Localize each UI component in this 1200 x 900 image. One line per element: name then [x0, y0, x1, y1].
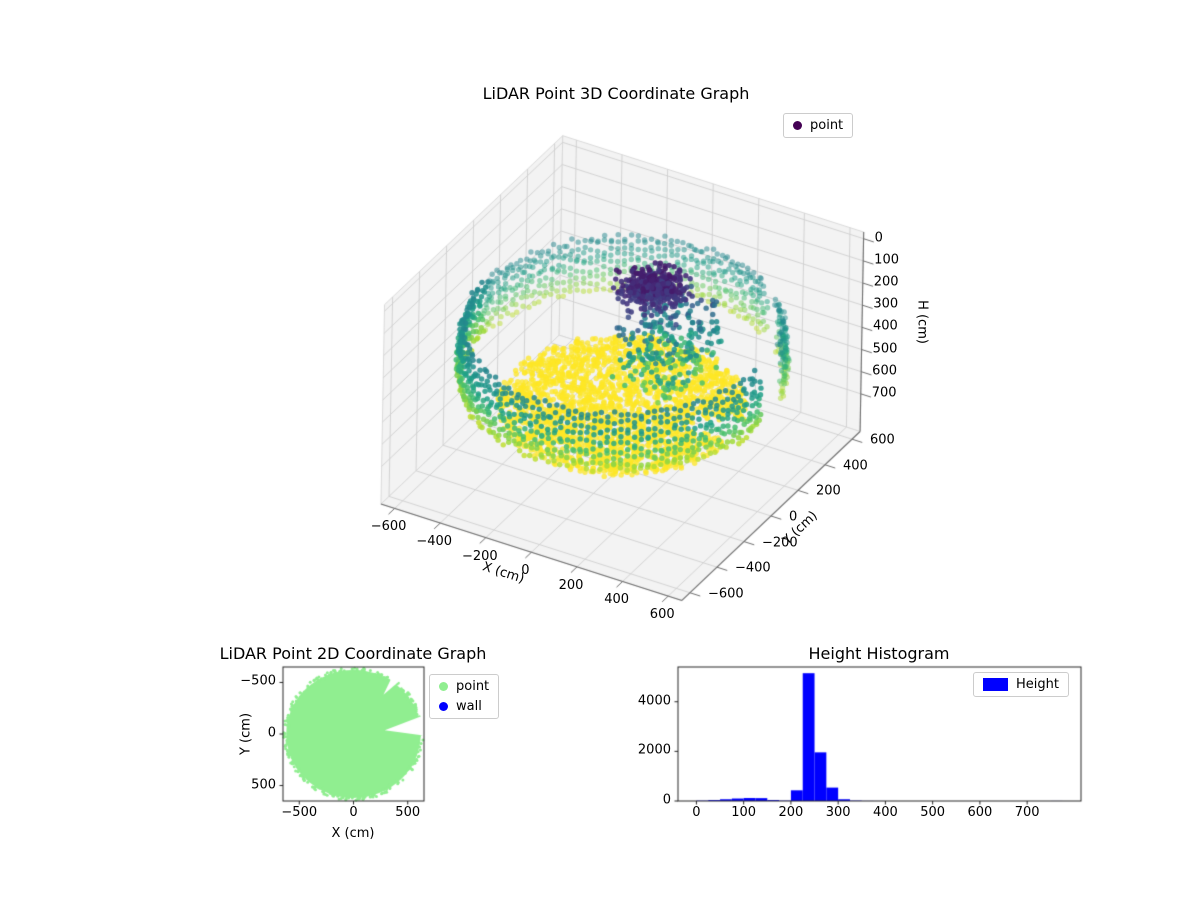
plot2d-x-axis-label: X (cm) — [331, 826, 375, 841]
legend-label-point: point — [456, 679, 490, 694]
tick-label: 200 — [558, 577, 584, 593]
tick-label: 500 — [395, 805, 421, 820]
legend-item-height: Height — [983, 677, 1059, 692]
plot3d-legend: point — [783, 113, 854, 138]
tick-label: 2000 — [637, 742, 671, 758]
tick-label: −500 — [281, 805, 318, 820]
tick-label: 600 — [967, 805, 993, 820]
tick-label: 300 — [825, 805, 851, 820]
tick-label: 500 — [251, 777, 276, 793]
tick-label: 100 — [731, 805, 757, 820]
plot3d-h-axis-label: H (cm) — [914, 300, 930, 344]
legend-label-point: point — [810, 118, 844, 133]
tick-label: 600 — [872, 363, 897, 379]
tick-label: 0 — [874, 230, 883, 246]
tick-label: −600 — [370, 519, 407, 535]
tick-label: −600 — [708, 586, 744, 602]
tick-label: 400 — [843, 458, 868, 474]
tick-label: 0 — [789, 509, 798, 525]
tick-label: 4000 — [637, 693, 671, 709]
tick-label: 400 — [604, 592, 630, 608]
tick-label: 200 — [778, 805, 804, 820]
tick-label: 600 — [870, 432, 895, 448]
tick-label: −200 — [762, 535, 798, 551]
plot2d-title: LiDAR Point 2D Coordinate Graph — [219, 644, 487, 663]
legend-item-wall: wall — [439, 699, 489, 714]
hist-title: Height Histogram — [808, 644, 950, 663]
tick-label: 400 — [872, 318, 898, 334]
tick-label: 0 — [692, 805, 701, 820]
tick-label: 400 — [872, 805, 898, 820]
legend-label-wall: wall — [456, 699, 482, 714]
tick-label: 700 — [871, 385, 897, 401]
tick-label: 0 — [662, 792, 671, 808]
legend-item-point: point — [439, 679, 489, 694]
legend-item-point: point — [793, 118, 843, 133]
tick-label: 600 — [649, 607, 675, 623]
plot2d-y-axis-label: Y (cm) — [238, 712, 254, 756]
point-marker-icon — [793, 121, 802, 130]
tick-label: 200 — [873, 274, 899, 290]
tick-label: 200 — [816, 483, 841, 499]
tick-label: 0 — [521, 563, 530, 579]
tick-label: 0 — [349, 805, 358, 820]
point-marker-icon — [439, 682, 448, 691]
wall-marker-icon — [439, 702, 448, 711]
plot3d-title: LiDAR Point 3D Coordinate Graph — [482, 84, 750, 103]
tick-label: 700 — [1014, 805, 1040, 820]
tick-label: 500 — [872, 341, 898, 357]
tick-label: −400 — [735, 560, 771, 576]
tick-label: 500 — [920, 805, 946, 820]
tick-label: 100 — [874, 252, 899, 268]
tick-label: 0 — [267, 725, 276, 741]
hist-legend: Height — [973, 672, 1069, 697]
tick-label: −400 — [416, 534, 453, 550]
height-bar-swatch-icon — [983, 678, 1008, 691]
tick-label: 300 — [873, 296, 899, 312]
tick-label: −500 — [240, 673, 276, 689]
plot2d-legend: point wall — [429, 674, 500, 719]
tick-label: −200 — [461, 548, 498, 564]
legend-label-height: Height — [1016, 677, 1059, 692]
